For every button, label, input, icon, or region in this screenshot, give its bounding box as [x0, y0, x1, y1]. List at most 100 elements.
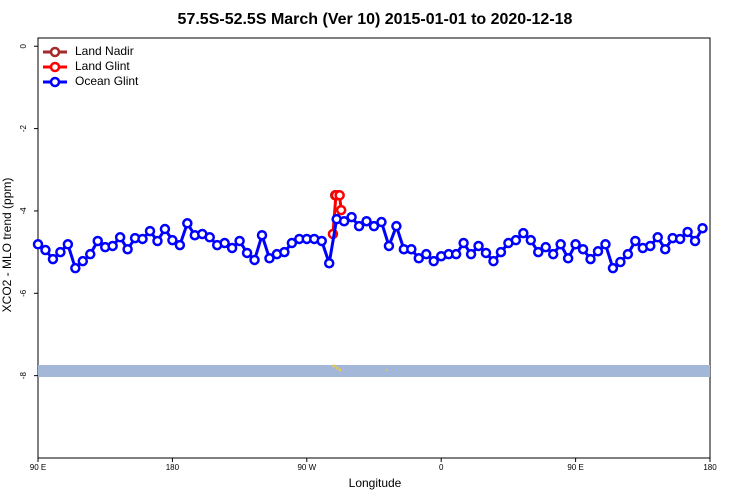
point	[92, 235, 103, 247]
point	[413, 253, 425, 264]
point	[480, 247, 492, 259]
point	[674, 233, 686, 245]
y-tick-label: -4	[19, 207, 28, 215]
point	[421, 248, 432, 260]
point	[353, 220, 365, 232]
point	[585, 253, 596, 265]
point	[174, 239, 186, 251]
coverage-dot	[338, 368, 342, 372]
y-tick-label: -6	[19, 289, 28, 297]
point	[137, 233, 148, 245]
point	[316, 235, 327, 247]
point	[144, 225, 156, 237]
legend-marker	[49, 76, 61, 88]
point	[114, 232, 126, 243]
point	[533, 246, 544, 258]
point	[77, 255, 89, 267]
point	[555, 239, 566, 250]
point	[659, 243, 671, 255]
point	[346, 211, 357, 223]
point	[107, 240, 118, 252]
coverage-dot	[332, 364, 336, 368]
point	[338, 215, 350, 227]
point	[577, 243, 589, 255]
point	[249, 254, 260, 266]
x-tick-label: 180	[703, 463, 717, 472]
point	[518, 227, 529, 239]
x-axis-label: Longitude	[349, 476, 402, 490]
point	[32, 239, 44, 250]
point	[219, 237, 230, 249]
point	[488, 255, 499, 267]
point	[323, 257, 335, 269]
point	[383, 240, 395, 252]
point	[152, 235, 163, 247]
point	[495, 246, 507, 258]
point	[630, 235, 641, 247]
point	[428, 255, 439, 267]
point	[697, 222, 708, 234]
point	[62, 239, 74, 250]
point	[279, 246, 290, 258]
point	[167, 234, 178, 246]
point	[264, 253, 275, 264]
point	[525, 234, 537, 246]
coverage-dot	[335, 366, 339, 370]
point	[182, 218, 193, 229]
point	[450, 248, 462, 260]
point	[256, 229, 268, 241]
x-tick-label: 90 E	[30, 463, 46, 472]
point	[286, 237, 298, 249]
point	[465, 248, 477, 260]
point	[122, 243, 133, 255]
coverage-dot	[386, 369, 388, 371]
point	[234, 235, 245, 247]
y-tick-label: 0	[19, 43, 28, 48]
point	[368, 220, 380, 232]
point	[562, 253, 574, 264]
coverage-band	[38, 365, 710, 377]
legend-marker	[49, 46, 61, 58]
point	[540, 241, 551, 253]
point	[204, 232, 215, 243]
legend-label: Ocean Glint	[75, 74, 139, 88]
point	[607, 262, 619, 274]
point	[615, 256, 626, 268]
point	[652, 232, 663, 243]
x-tick-label: 90 E	[567, 463, 583, 472]
point	[241, 247, 253, 259]
point	[510, 234, 522, 246]
point	[40, 244, 51, 256]
y-tick-label: -2	[19, 124, 28, 132]
point	[473, 240, 484, 252]
point	[85, 248, 96, 260]
point	[547, 248, 559, 260]
point	[592, 246, 604, 257]
point	[406, 243, 417, 255]
legend-marker	[49, 61, 61, 73]
point	[645, 240, 656, 252]
point	[334, 190, 345, 201]
point	[458, 237, 469, 249]
y-axis-label: XCO2 - MLO trend (ppm)	[0, 178, 14, 313]
x-tick-label: 180	[166, 463, 180, 472]
legend-label: Land Nadir	[75, 44, 134, 58]
plot-frame	[37, 37, 711, 459]
point	[70, 262, 81, 274]
point	[570, 239, 581, 250]
point	[600, 239, 611, 250]
point	[391, 220, 402, 232]
x-tick-label: 0	[439, 463, 444, 472]
point	[622, 248, 634, 260]
point	[226, 242, 238, 254]
point	[55, 246, 66, 258]
point	[376, 216, 387, 228]
chart-title: 57.5S-52.5S March (Ver 10) 2015-01-01 to…	[178, 11, 573, 28]
point	[335, 204, 347, 216]
legend-label: Land Glint	[75, 59, 130, 73]
y-tick-label: -8	[19, 372, 28, 380]
point	[689, 235, 701, 247]
point	[682, 226, 693, 238]
point	[47, 253, 59, 265]
